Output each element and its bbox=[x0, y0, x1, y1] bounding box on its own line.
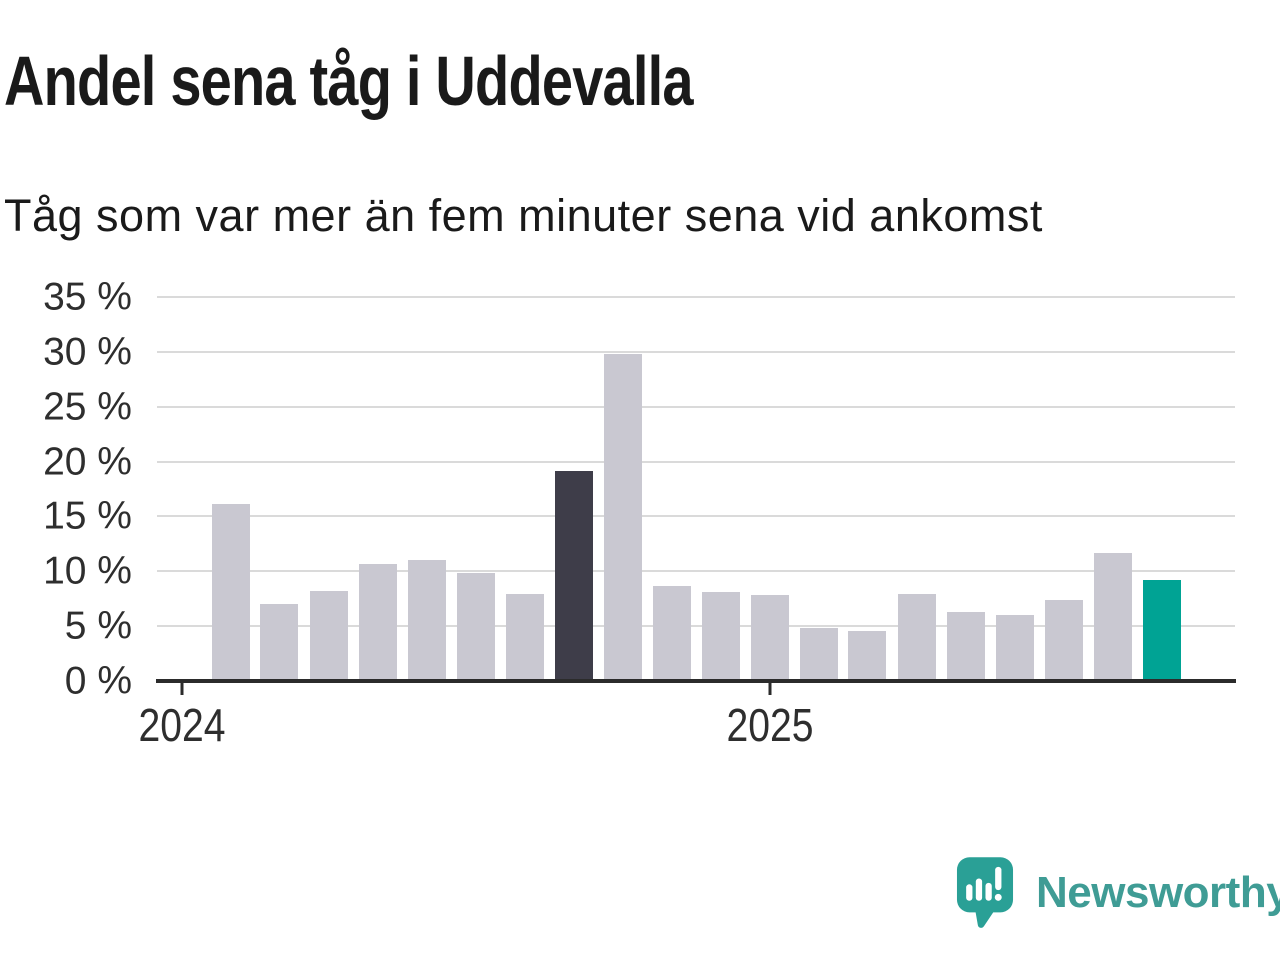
bar bbox=[652, 585, 691, 681]
bar bbox=[505, 594, 544, 681]
bar bbox=[701, 592, 740, 681]
bar bbox=[750, 595, 789, 681]
bar bbox=[799, 628, 838, 681]
gridline bbox=[157, 570, 1235, 573]
gridline bbox=[157, 515, 1235, 518]
y-axis-tick-label: 15 % bbox=[43, 494, 132, 538]
bar bbox=[995, 615, 1034, 681]
plot-area: 2024 2025 bbox=[138, 296, 1236, 748]
y-axis-tick-label: 30 % bbox=[43, 330, 132, 374]
bar bbox=[1044, 599, 1083, 681]
bar bbox=[456, 573, 495, 681]
x-axis-tick-label: 2024 bbox=[138, 699, 225, 751]
y-axis-tick-label: 35 % bbox=[43, 275, 132, 319]
x-axis-tick bbox=[180, 683, 183, 695]
bar bbox=[946, 611, 985, 681]
newsworthy-logo-icon bbox=[956, 857, 1014, 928]
bar bbox=[309, 591, 348, 681]
bar bbox=[211, 504, 250, 681]
gridline bbox=[157, 350, 1235, 353]
newsworthy-logo: Newsworthy bbox=[956, 856, 1280, 930]
bar bbox=[1142, 580, 1181, 681]
gridline bbox=[157, 405, 1235, 408]
bar bbox=[848, 630, 887, 681]
x-axis-tick bbox=[768, 683, 771, 695]
bar bbox=[260, 604, 299, 681]
bar bbox=[407, 560, 446, 681]
newsworthy-logo-text: Newsworthy bbox=[1036, 868, 1280, 917]
y-axis-tick-label: 0 % bbox=[64, 659, 132, 703]
x-axis-line bbox=[156, 679, 1236, 683]
gridline bbox=[157, 625, 1235, 628]
y-axis-tick-label: 5 % bbox=[64, 604, 132, 648]
bar bbox=[1093, 552, 1132, 681]
y-axis-tick-label: 10 % bbox=[43, 549, 132, 593]
bar bbox=[603, 354, 642, 681]
x-axis-tick-label: 2025 bbox=[726, 699, 813, 751]
bar bbox=[897, 594, 936, 681]
gridline bbox=[157, 460, 1235, 463]
y-axis-tick-label: 25 % bbox=[43, 385, 132, 429]
gridline bbox=[157, 296, 1235, 298]
chart-title: Andel sena tåg i Uddevalla bbox=[4, 42, 694, 120]
y-axis-labels: 35 % 30 % 25 % 20 % 15 % 10 % 5 % 0 % bbox=[0, 278, 132, 701]
bar bbox=[554, 471, 593, 681]
bar bbox=[358, 563, 397, 681]
y-axis-tick-label: 20 % bbox=[43, 440, 132, 484]
chart-subtitle: Tåg som var mer än fem minuter sena vid … bbox=[4, 190, 1043, 241]
